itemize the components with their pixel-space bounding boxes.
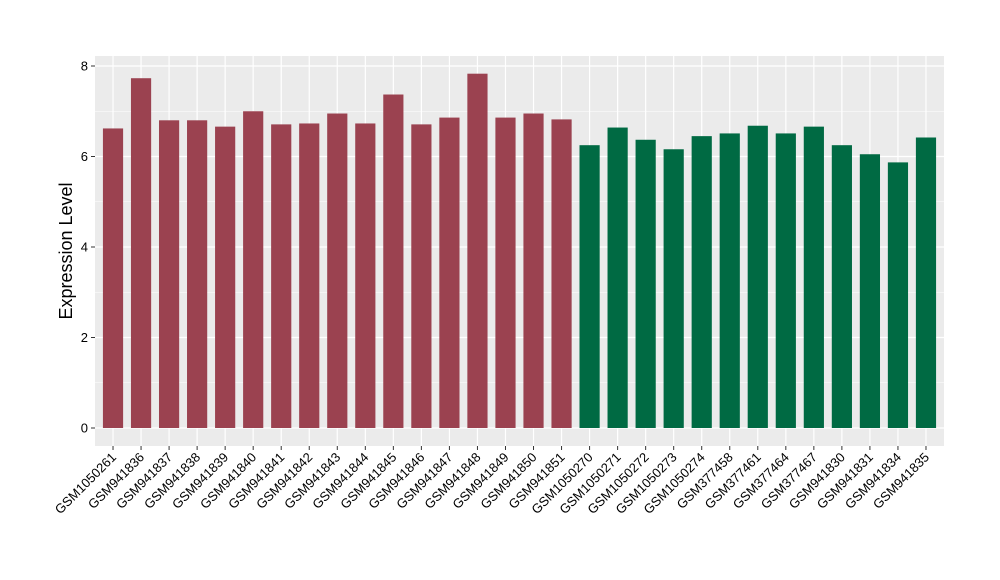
bar [887,162,909,428]
bar [467,73,488,428]
bar [187,120,208,429]
bar [495,117,516,429]
bar [579,145,600,428]
bar [831,145,852,428]
bar [551,119,572,429]
y-tick-label: 4 [81,240,88,255]
bar [130,78,152,428]
y-axis-title: Expression Level [56,182,76,319]
bar [158,120,180,429]
y-tick-label: 6 [81,149,88,164]
bar [859,154,881,429]
y-tick-label: 2 [81,330,88,345]
bar [663,149,684,428]
bar [383,94,404,428]
bar [607,127,628,428]
bar [102,128,124,428]
bar [215,126,236,428]
bar [691,136,712,428]
bar [719,133,740,429]
y-tick-label: 8 [81,59,88,74]
bar [327,113,348,428]
bar [747,125,768,428]
bar [915,137,937,428]
bar [775,133,796,429]
bars [102,73,937,429]
y-tick-label: 0 [81,421,88,436]
bar [271,124,292,428]
x-axis: GSM1050261GSM941836GSM941837GSM941838GSM… [52,446,932,517]
bar [299,123,320,428]
plot-panel [95,56,944,446]
bar [439,117,460,429]
bar [355,123,376,428]
bar [635,139,656,428]
bar [803,126,824,428]
bar [411,124,432,428]
y-axis: 0 2 4 6 8 [81,59,95,436]
bar [243,111,264,428]
bar [523,113,544,428]
